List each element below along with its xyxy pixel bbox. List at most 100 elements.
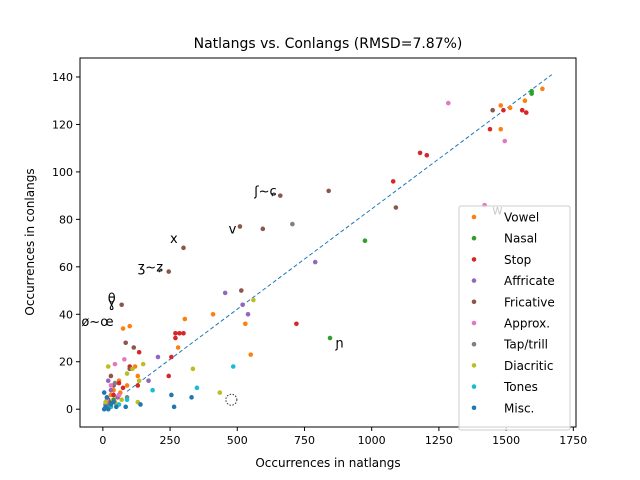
data-point xyxy=(130,366,135,372)
data-point xyxy=(502,138,508,144)
y-tick-label: 100 xyxy=(52,166,73,179)
data-point xyxy=(135,383,141,388)
data-point xyxy=(501,107,506,113)
legend-marker xyxy=(471,257,477,262)
data-point xyxy=(498,103,504,108)
legend-label: Approx. xyxy=(504,317,550,331)
data-point xyxy=(171,404,177,410)
data-point xyxy=(105,364,111,369)
legend-label: Tones xyxy=(503,380,538,394)
data-point xyxy=(529,91,534,96)
data-point xyxy=(105,378,111,384)
data-point xyxy=(522,98,528,104)
data-point xyxy=(124,371,130,376)
data-point xyxy=(108,373,114,379)
data-point xyxy=(390,179,396,184)
data-point xyxy=(424,152,430,158)
data-point xyxy=(166,269,172,274)
data-point xyxy=(177,330,182,336)
data-point xyxy=(312,259,318,265)
data-point xyxy=(230,364,236,369)
data-point xyxy=(189,395,194,400)
annotation-label: ø~œ xyxy=(81,315,113,330)
x-tick-label: 0 xyxy=(99,434,106,447)
data-point xyxy=(138,402,143,407)
x-tick-label: 750 xyxy=(294,434,315,447)
data-point xyxy=(507,105,513,111)
data-point xyxy=(190,366,196,372)
data-point xyxy=(490,107,495,113)
data-point xyxy=(240,302,245,308)
legend-label: Fricative xyxy=(504,295,555,309)
data-point xyxy=(243,321,248,327)
y-tick-label: 80 xyxy=(59,213,73,226)
data-point xyxy=(124,397,130,403)
highlight-circle xyxy=(225,393,238,406)
data-point xyxy=(116,380,122,386)
annotation-label: θ xyxy=(108,291,116,306)
data-point xyxy=(108,387,114,393)
data-point xyxy=(169,354,174,360)
legend: Vowel Nasal Stop Affricate Fricative Approx. T… xyxy=(458,205,571,431)
reference-line-group xyxy=(126,74,553,392)
data-point xyxy=(155,354,161,360)
annotation-label: ʃ~ɕ xyxy=(253,185,276,200)
legend-box xyxy=(458,205,571,431)
legend-marker xyxy=(471,384,477,389)
data-point xyxy=(294,321,299,327)
legend-label: Diacritic xyxy=(504,359,553,373)
data-point xyxy=(124,383,130,388)
x-tick-label: 500 xyxy=(227,434,248,447)
legend-marker xyxy=(471,405,477,411)
data-point xyxy=(169,392,174,398)
data-point xyxy=(103,404,108,410)
legend-marker xyxy=(471,214,477,220)
data-point xyxy=(122,357,127,362)
x-tick-label: 1000 xyxy=(358,434,386,447)
annotation-label: v xyxy=(229,223,237,238)
data-point xyxy=(222,290,228,296)
data-point xyxy=(175,345,181,350)
data-point xyxy=(104,395,110,400)
y-tick-label: 0 xyxy=(66,403,73,416)
data-point xyxy=(112,361,118,367)
y-axis-label: Occurrences in conlangs xyxy=(23,168,37,315)
data-point xyxy=(111,399,116,405)
data-point xyxy=(393,205,399,210)
plot-frame xyxy=(79,57,577,428)
y-tick-label: 120 xyxy=(52,118,73,131)
x-tick-label: 1750 xyxy=(559,434,587,447)
annotation-label: ɣ xyxy=(108,296,116,311)
data-point xyxy=(135,373,141,379)
data-point xyxy=(131,345,137,350)
data-point xyxy=(140,361,146,367)
x-tick-label: 250 xyxy=(160,434,181,447)
legend-marker xyxy=(471,235,477,241)
data-point xyxy=(166,373,172,379)
data-point xyxy=(123,340,129,346)
legend-label: Nasal xyxy=(504,232,537,246)
data-point xyxy=(181,330,186,336)
data-point xyxy=(248,352,254,357)
data-point xyxy=(245,311,251,317)
data-point xyxy=(194,385,200,391)
data-point xyxy=(136,378,142,384)
data-point xyxy=(108,383,114,388)
legend-marker xyxy=(471,278,477,283)
data-point xyxy=(540,86,545,92)
data-point xyxy=(127,323,133,329)
data-point xyxy=(112,380,118,386)
reference-line xyxy=(126,74,553,392)
data-point xyxy=(277,193,283,198)
data-point xyxy=(498,126,504,132)
x-tick-label: 1500 xyxy=(492,434,520,447)
data-points xyxy=(101,86,545,412)
data-point xyxy=(210,311,216,317)
x-tick-label: 1250 xyxy=(425,434,453,447)
data-point xyxy=(116,392,122,398)
annotation-label: ɲ xyxy=(334,337,343,352)
data-point xyxy=(362,238,368,244)
data-point xyxy=(523,110,529,115)
data-point xyxy=(173,335,178,341)
